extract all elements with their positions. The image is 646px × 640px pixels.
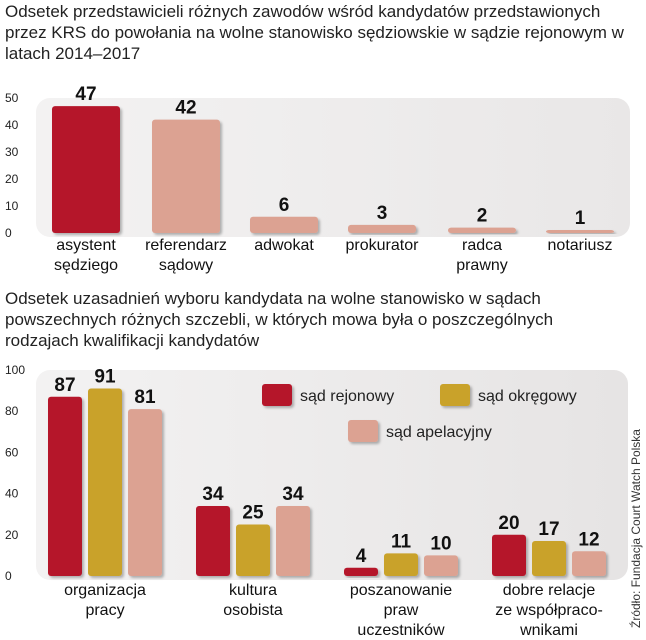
chart2-bar <box>128 409 162 576</box>
chart2-value-label: 17 <box>538 519 559 540</box>
chart2-category-label: wnikami <box>519 622 578 639</box>
chart2-value-label: 34 <box>202 484 224 505</box>
chart1-ytick: 20 <box>5 172 19 186</box>
chart2-category-label: poszanowanie <box>350 582 452 599</box>
chart2-category-label: organizacja <box>64 582 146 599</box>
chart1-bar <box>152 119 220 233</box>
chart2-category-label: pracy <box>85 602 124 619</box>
chart1-title: Odsetek przedstawicieli różnych zawodów … <box>5 2 624 63</box>
chart2-bar <box>344 567 378 576</box>
chart1-value-label: 42 <box>175 98 196 119</box>
chart1-background <box>36 98 630 237</box>
chart1-category-label: notariusz <box>548 237 613 254</box>
chart2-bar <box>88 388 122 576</box>
chart2-bar <box>572 551 606 576</box>
chart1-ytick: 10 <box>5 199 19 213</box>
chart1-value-label: 2 <box>477 206 488 227</box>
chart2-ytick: 100 <box>5 363 25 377</box>
chart2-ytick: 80 <box>5 404 19 418</box>
chart1-ytick: 30 <box>5 145 19 159</box>
chart2-bar <box>532 540 566 576</box>
chart1-category-label: adwokat <box>254 237 314 254</box>
chart1-category-label: radca <box>462 237 502 254</box>
chart1-value-label: 47 <box>75 84 96 105</box>
chart2-value-label: 91 <box>94 367 116 388</box>
chart1-category-label: asystent <box>56 237 116 254</box>
chart1-value-label: 1 <box>575 208 586 229</box>
legend-swatch <box>440 384 470 406</box>
legend-label: sąd okręgowy <box>478 388 577 405</box>
chart2-value-label: 25 <box>242 503 264 524</box>
chart1-plot: 50 40 30 20 10 0 47 asystent sędziego 42 referenda… <box>5 84 630 274</box>
chart1-category-label: prawny <box>456 257 508 274</box>
chart2-value-label: 4 <box>356 546 367 567</box>
chart2-bar <box>424 555 458 576</box>
chart2-background <box>36 370 628 580</box>
chart1-ytick: 0 <box>5 226 12 240</box>
chart2-value-label: 87 <box>54 375 75 396</box>
chart2-value-label: 20 <box>498 513 519 534</box>
chart2-ytick: 0 <box>5 569 12 583</box>
chart2-bar <box>384 553 418 576</box>
chart2-value-label: 10 <box>430 533 451 554</box>
source-note: Źródło: Fundacja Court Watch Polska <box>628 429 643 628</box>
chart2-legend: sąd rejonowy sąd okręgowy sąd apelacyjny <box>262 384 577 442</box>
chart2-bar <box>236 524 270 576</box>
chart2-ytick: 40 <box>5 487 19 501</box>
chart2-value-label: 34 <box>282 484 304 505</box>
chart1-ytick: 50 <box>5 91 19 105</box>
chart1-bar <box>250 216 318 233</box>
chart2-category-label: osobista <box>223 602 283 619</box>
chart1-bar <box>348 224 416 233</box>
legend-label: sąd apelacyjny <box>386 424 492 441</box>
chart2-plot: 100 80 60 40 20 0 87 34 4 20 91 25 11 17 81 34 10 12 organ… <box>5 363 628 639</box>
chart2-category-label: kultura <box>229 582 277 599</box>
chart2-bar <box>492 534 526 576</box>
chart1-category-label: referendarz <box>145 237 227 254</box>
chart2-bar <box>276 505 310 576</box>
legend-swatch <box>262 384 292 406</box>
chart2-category-label: ze współpraco- <box>495 602 603 619</box>
chart1-ytick: 40 <box>5 118 19 132</box>
chart1-value-label: 6 <box>279 195 290 216</box>
chart2-title: Odsetek uzasadnień wyboru kandydata na w… <box>5 289 554 350</box>
chart2-value-label: 11 <box>391 531 412 552</box>
chart1-bar <box>52 106 120 233</box>
chart1-category-label: prokurator <box>346 237 420 254</box>
chart2-ytick: 20 <box>5 528 19 542</box>
chart1-category-label: sędziego <box>54 257 118 274</box>
legend-swatch <box>348 420 378 442</box>
chart2-category-label: dobre relacje <box>503 582 596 599</box>
chart2-bar <box>48 396 82 576</box>
chart1-bar <box>448 227 516 233</box>
chart1-value-label: 3 <box>377 203 388 224</box>
chart1-category-label: sądowy <box>159 257 213 274</box>
chart1-bar <box>546 230 614 233</box>
chart2-value-label: 12 <box>578 529 599 550</box>
chart2-bar <box>196 505 230 576</box>
chart2-category-label: praw <box>384 602 419 619</box>
chart2-category-label: uczestników <box>357 622 445 639</box>
chart2-ytick: 60 <box>5 445 19 459</box>
legend-label: sąd rejonowy <box>300 388 394 405</box>
chart2-value-label: 81 <box>134 387 156 408</box>
